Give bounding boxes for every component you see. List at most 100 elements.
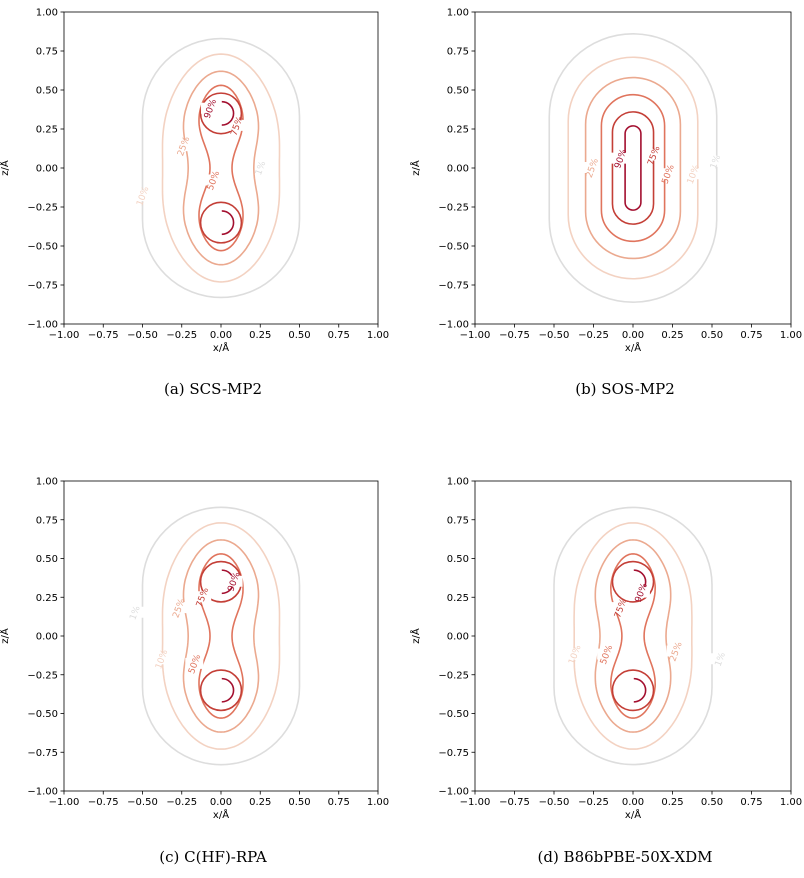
y-tick-label: −1.00 — [438, 787, 469, 798]
x-tick-label: −0.50 — [127, 797, 158, 808]
axes-frame — [63, 11, 379, 325]
x-tick-label: 0.00 — [622, 797, 644, 808]
x-tick-label: 0.25 — [249, 330, 271, 341]
contour-1pct — [141, 506, 301, 766]
panel-d: 1%10% 25%50%75%90% −1.00 −0.75 −0.50 −0.25 0.0… — [409, 477, 802, 867]
y-tick-label: −0.75 — [438, 281, 469, 292]
x-tick-label: −0.75 — [88, 797, 119, 808]
x-tick-label: 0.25 — [661, 330, 683, 341]
contour-10pct — [567, 56, 699, 280]
x-tick-label: −0.50 — [127, 330, 158, 341]
y-tick-label: 0.75 — [36, 515, 58, 526]
y-axis-label: z/Å — [0, 628, 11, 644]
y-tick-label: −1.00 — [27, 320, 58, 331]
y-tick-label: 0.00 — [447, 632, 469, 643]
x-tick-label: −0.50 — [539, 330, 570, 341]
y-tick-label: 0.75 — [447, 47, 469, 58]
x-tick-label: 0.50 — [288, 330, 310, 341]
contour-25pct — [594, 539, 672, 733]
x-tick-label: 0.50 — [701, 330, 723, 341]
y-tick-label: 1.00 — [447, 8, 469, 19]
x-tick-label: −1.00 — [49, 330, 80, 341]
contour-group: 1%10%25%50%75%90% — [133, 37, 301, 299]
x-tick-label: 0.00 — [210, 797, 232, 808]
x-tick-label: 0.50 — [288, 797, 310, 808]
contour-1pct — [553, 506, 713, 766]
contour-50pct — [609, 553, 657, 719]
y-tick-label: 0.25 — [36, 125, 58, 136]
contour-group: 1%10%25%50%75%90% — [553, 506, 729, 766]
x-axis-label: x/Å — [213, 808, 229, 821]
x-tick-label: 0.00 — [622, 330, 644, 341]
contour-1pct — [141, 37, 301, 299]
contour-label: 1% — [714, 651, 728, 668]
x-tick-label: −1.00 — [49, 797, 80, 808]
panel-caption: (a) SCS-MP2 — [164, 380, 262, 398]
y-tick-label: −0.25 — [438, 670, 469, 681]
y-tick-label: −0.25 — [27, 203, 58, 214]
x-tick-label: −0.25 — [578, 797, 609, 808]
y-axis-label: z/Å — [409, 160, 422, 176]
x-tick-label: 0.00 — [210, 330, 232, 341]
y-tick-label: −0.75 — [27, 748, 58, 759]
y-tick-label: −1.00 — [438, 320, 469, 331]
x-tick-label: −0.75 — [499, 797, 530, 808]
contour-10pct — [161, 522, 281, 750]
axes-frame — [474, 480, 792, 792]
contour-75pct — [611, 560, 655, 712]
y-tick-label: 0.50 — [36, 554, 58, 565]
panel-b: 1%10%25% 50%75%90% −1.00 −0.75 −0.50 −0.25 0.0… — [409, 8, 802, 399]
x-tick-label: −0.25 — [578, 330, 609, 341]
x-axis-label: x/Å — [625, 341, 641, 354]
x-tick-label: 1.00 — [780, 797, 802, 808]
contour-50pct — [600, 93, 666, 243]
y-tick-label: −0.50 — [438, 242, 469, 253]
y-tick-label: 0.00 — [36, 632, 58, 643]
y-tick-label: −0.50 — [438, 709, 469, 720]
y-tick-label: 1.00 — [36, 8, 58, 19]
y-tick-label: 0.50 — [447, 86, 469, 97]
x-tick-label: −0.25 — [166, 330, 197, 341]
x-tick-label: 1.00 — [367, 330, 389, 341]
panel-caption: (d) B86bPBE-50X-XDM — [537, 848, 712, 866]
axes-frame — [63, 480, 379, 792]
y-tick-label: 0.50 — [447, 554, 469, 565]
x-tick-label: 1.00 — [780, 330, 802, 341]
contour-1pct — [548, 33, 718, 303]
x-tick-label: 0.75 — [740, 797, 762, 808]
contour-group: 1%10%25%50%75%90% — [548, 33, 725, 303]
x-tick-label: −1.00 — [460, 330, 491, 341]
y-axis-label: z/Å — [409, 628, 422, 644]
panel-caption: (b) SOS-MP2 — [575, 380, 675, 398]
y-tick-label: −0.75 — [27, 281, 58, 292]
x-tick-label: −0.50 — [539, 797, 570, 808]
x-tick-label: 0.25 — [249, 797, 271, 808]
contour-90pct — [624, 125, 642, 211]
x-tick-label: 0.75 — [740, 330, 762, 341]
x-tick-label: 0.50 — [701, 797, 723, 808]
contour-label: 1% — [709, 153, 723, 170]
contour-25pct — [182, 70, 260, 266]
y-tick-label: −0.50 — [27, 242, 58, 253]
y-tick-label: 1.00 — [36, 477, 58, 488]
y-tick-label: 0.50 — [36, 86, 58, 97]
y-tick-label: −0.25 — [438, 203, 469, 214]
y-tick-label: −1.00 — [27, 787, 58, 798]
axes-frame — [474, 11, 792, 325]
contour-50pct — [198, 84, 244, 252]
y-tick-label: 1.00 — [447, 477, 469, 488]
contour-10pct — [573, 522, 693, 750]
contour-25pct — [584, 76, 682, 260]
x-tick-label: −0.75 — [499, 330, 530, 341]
contour-label: 1% — [254, 160, 268, 177]
x-tick-label: 0.75 — [328, 797, 350, 808]
contour-75pct — [611, 111, 655, 225]
y-tick-label: −0.50 — [27, 709, 58, 720]
contour-group: 1%10%25%50%75%90% — [125, 506, 301, 766]
y-tick-label: 0.25 — [36, 593, 58, 604]
y-tick-label: 0.00 — [447, 164, 469, 175]
contour-75pct — [199, 560, 243, 712]
panel-c: 1%10%25%50%75%90% −1.00 −0.75 −0.50 −0.25 0.0… — [0, 477, 389, 867]
contour-10pct — [161, 53, 281, 283]
